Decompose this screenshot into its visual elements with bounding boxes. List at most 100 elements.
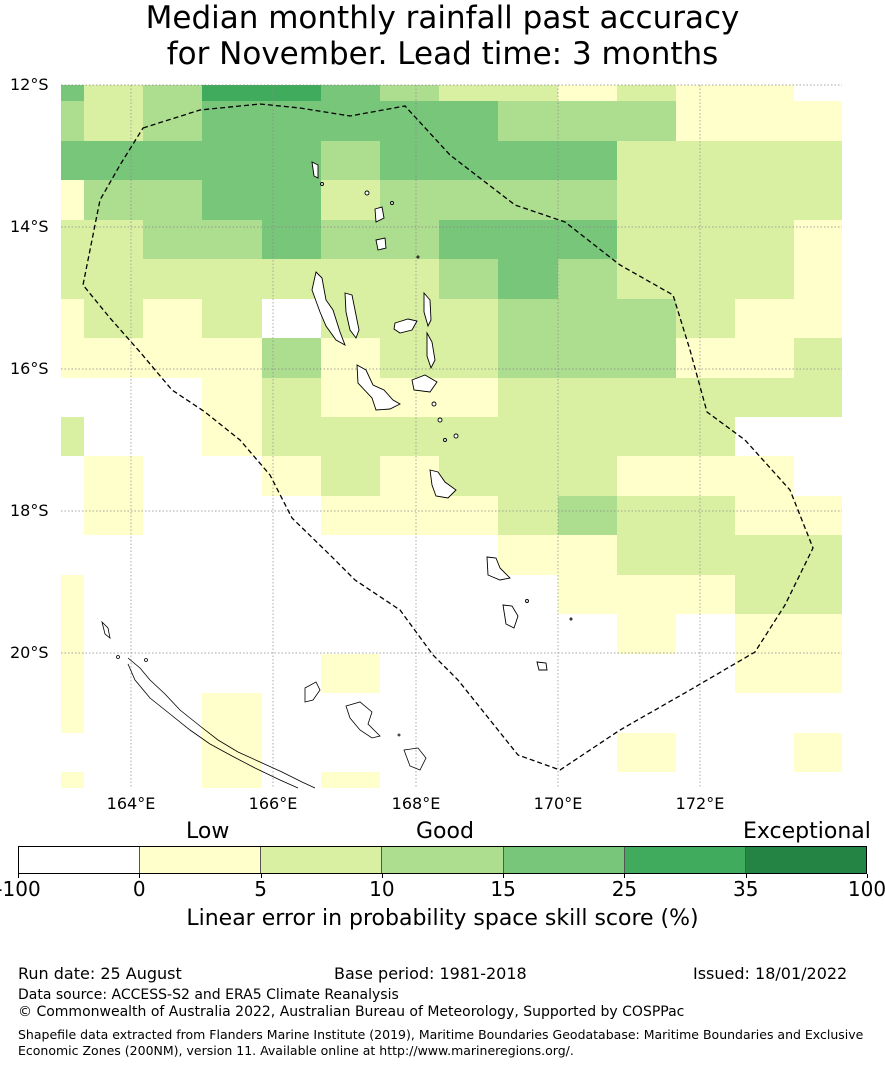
skill-cell bbox=[617, 733, 676, 772]
skill-cell bbox=[617, 141, 842, 180]
skill-cell bbox=[321, 180, 380, 220]
skill-cell bbox=[558, 496, 617, 535]
skill-cell bbox=[202, 378, 262, 417]
coastlines bbox=[311, 161, 573, 671]
legend-tick-label: 25 bbox=[611, 877, 638, 901]
lat-label-16s: 16°S bbox=[10, 359, 49, 378]
lat-label-18s: 18°S bbox=[10, 501, 49, 520]
skill-cell bbox=[617, 259, 676, 299]
skill-cell bbox=[558, 259, 617, 299]
legend-swatch-3 bbox=[382, 847, 504, 873]
skill-cell bbox=[498, 259, 558, 299]
lon-label-168e: 168°E bbox=[391, 794, 441, 813]
skill-cell bbox=[558, 85, 617, 101]
lat-label-20s: 20°S bbox=[10, 643, 49, 662]
skill-cell bbox=[558, 417, 735, 456]
skill-cell bbox=[202, 85, 321, 101]
skill-cell bbox=[735, 575, 842, 614]
legend-colorbar bbox=[18, 846, 867, 874]
lon-label-164e: 164°E bbox=[106, 794, 156, 813]
skill-cell bbox=[202, 693, 262, 733]
skill-cell bbox=[61, 180, 84, 220]
lon-label-170e: 170°E bbox=[533, 794, 583, 813]
skill-cell bbox=[202, 180, 321, 220]
legend-tick-label: 100 bbox=[847, 877, 885, 901]
legend-tick-mark bbox=[260, 874, 262, 878]
legend-tick-mark bbox=[867, 874, 868, 878]
skill-cell bbox=[676, 299, 735, 338]
skill-cell bbox=[84, 496, 143, 535]
skill-cell bbox=[498, 338, 676, 378]
legend-tick-label: 0 bbox=[132, 877, 146, 901]
skill-cell bbox=[794, 496, 842, 535]
skill-cell bbox=[143, 101, 202, 141]
legend-swatch-0 bbox=[19, 847, 141, 873]
data-source: Data source: ACCESS-S2 and ERA5 Climate … bbox=[18, 987, 399, 1003]
skill-cell bbox=[380, 456, 439, 496]
skill-cell bbox=[321, 496, 498, 535]
skill-cell bbox=[380, 85, 439, 101]
legend-tick-mark bbox=[503, 874, 505, 878]
skill-cell bbox=[61, 614, 84, 654]
legend-tick-mark bbox=[381, 874, 383, 878]
skill-cell bbox=[202, 299, 262, 338]
lon-label-166e: 166°E bbox=[248, 794, 298, 813]
skill-cell bbox=[321, 378, 498, 417]
legend-tick-mark bbox=[139, 874, 141, 878]
map-title-line-1: Median monthly rainfall past accuracy bbox=[145, 0, 740, 36]
skill-cell bbox=[498, 378, 842, 417]
skill-cell bbox=[202, 417, 262, 456]
legend-category-good: Good bbox=[416, 819, 474, 844]
skill-cell bbox=[617, 535, 842, 575]
legend-swatch-2 bbox=[261, 847, 383, 873]
legend-tick-label: 10 bbox=[369, 877, 395, 901]
skill-cell bbox=[262, 338, 321, 378]
lat-label-14s: 14°S bbox=[10, 217, 49, 236]
eez-boundary bbox=[82, 103, 814, 771]
skill-cell bbox=[617, 220, 794, 259]
skill-cell bbox=[498, 101, 676, 141]
copyright: © Commonwealth of Australia 2022, Austra… bbox=[18, 1004, 685, 1020]
skill-cell bbox=[794, 338, 842, 378]
skill-cell bbox=[439, 220, 617, 259]
run-date: Run date: 25 August bbox=[18, 964, 182, 983]
skill-cell bbox=[61, 417, 84, 456]
skill-cell bbox=[676, 85, 794, 101]
skill-cell bbox=[498, 496, 558, 535]
legend-swatch-1 bbox=[140, 847, 262, 873]
skill-cell bbox=[558, 456, 617, 496]
skill-cell bbox=[61, 141, 143, 180]
legend-category-exceptional: Exceptional bbox=[743, 819, 871, 844]
skill-cell bbox=[439, 259, 498, 299]
skill-cell bbox=[61, 575, 84, 614]
skill-cell bbox=[202, 101, 321, 141]
skill-cell bbox=[617, 614, 676, 654]
skill-cell bbox=[558, 575, 735, 614]
lon-label-172e: 172°E bbox=[675, 794, 725, 813]
skill-cell bbox=[794, 220, 842, 259]
skill-cell bbox=[61, 654, 84, 693]
skill-cell bbox=[84, 180, 202, 220]
skill-cell bbox=[84, 299, 143, 338]
lat-label-12s: 12°S bbox=[10, 75, 49, 94]
skill-cell bbox=[61, 772, 84, 788]
skill-cell bbox=[61, 101, 84, 141]
base-period: Base period: 1981-2018 bbox=[334, 964, 527, 983]
skill-cell bbox=[262, 417, 558, 456]
shapefile-credit-line-2: Economic Zones (200NM), version 11. Avai… bbox=[18, 1043, 574, 1058]
skill-cell bbox=[321, 85, 380, 101]
skill-cell bbox=[143, 85, 202, 101]
skill-cell bbox=[617, 180, 842, 220]
skill-cell bbox=[617, 456, 794, 496]
skill-cell bbox=[676, 259, 794, 299]
skill-cell bbox=[735, 654, 842, 693]
skill-grid bbox=[61, 85, 842, 788]
skill-cell bbox=[84, 101, 143, 141]
skill-cell bbox=[61, 693, 84, 733]
legend-swatch-6 bbox=[745, 847, 866, 873]
skill-cell bbox=[143, 259, 439, 299]
skill-cell bbox=[498, 456, 558, 496]
legend-tick-label: 15 bbox=[490, 877, 516, 901]
skill-cell bbox=[321, 654, 380, 693]
skill-cell bbox=[617, 496, 735, 535]
